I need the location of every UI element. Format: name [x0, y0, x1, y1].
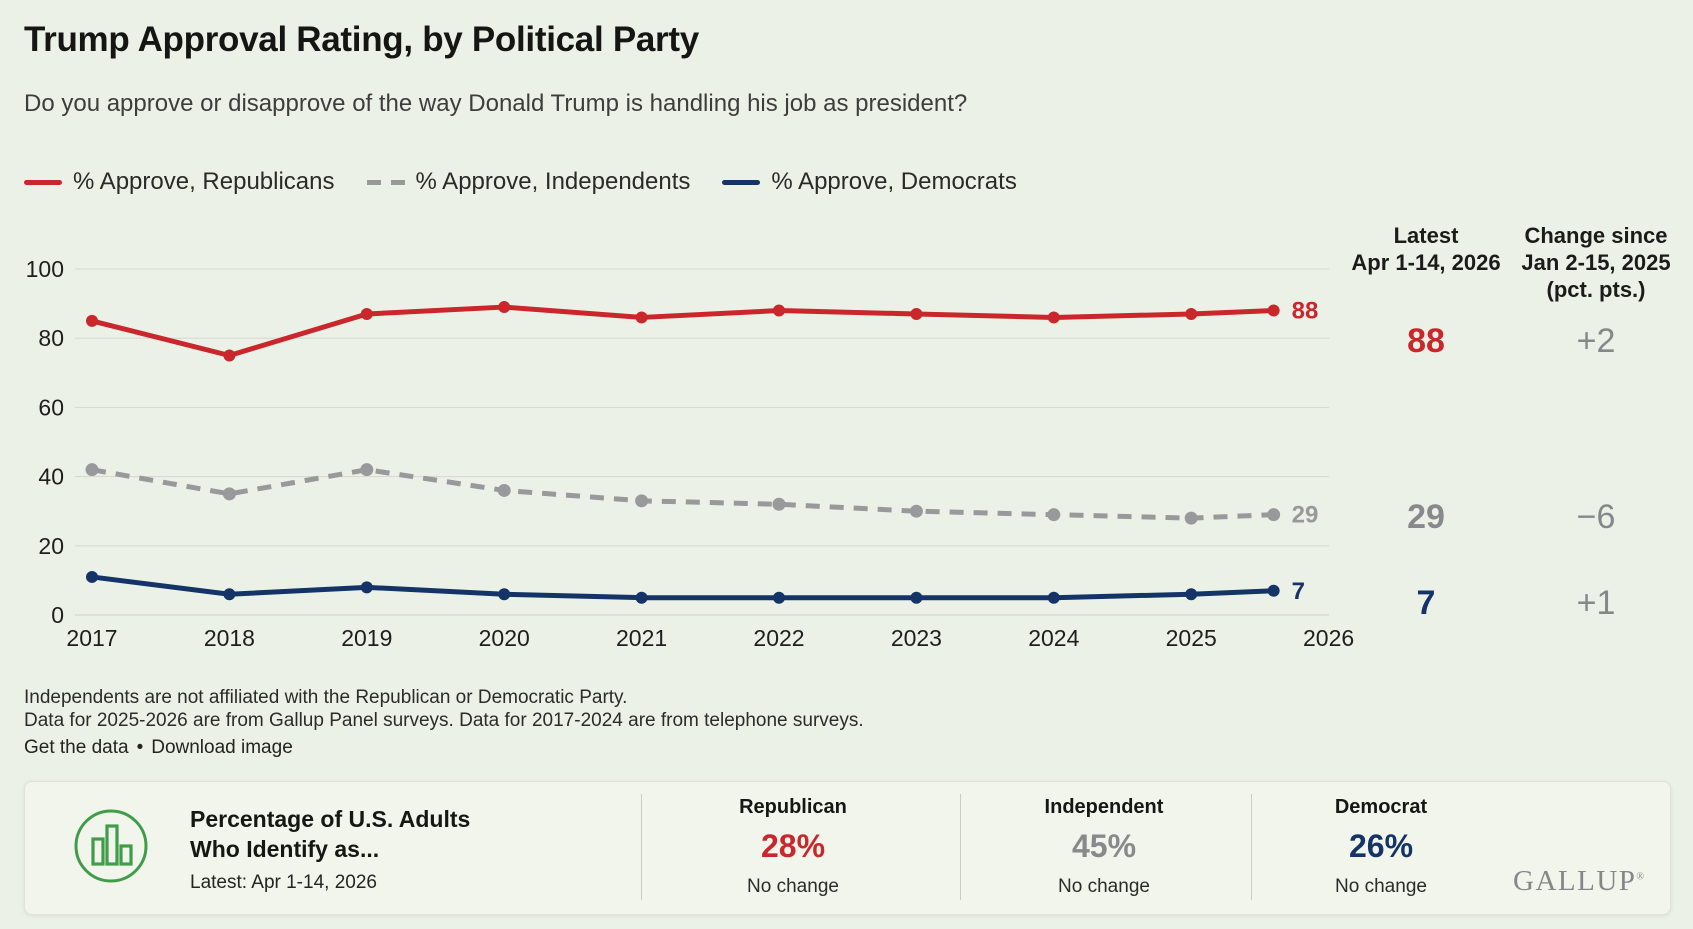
- party-name: Republican: [739, 796, 847, 818]
- svg-text:20: 20: [38, 533, 64, 559]
- download-image-link[interactable]: Download image: [151, 737, 293, 758]
- party-name: Democrat: [1334, 796, 1428, 818]
- card-latest-date: Latest: Apr 1-14, 2026: [190, 872, 377, 893]
- svg-text:2018: 2018: [204, 625, 255, 651]
- svg-text:2023: 2023: [891, 625, 942, 651]
- party-value: 28%: [760, 828, 826, 864]
- party-name: Independent: [1044, 796, 1164, 818]
- party-value: 26%: [1348, 828, 1414, 864]
- svg-text:2017: 2017: [66, 625, 117, 651]
- get-the-data-link[interactable]: Get the data: [24, 737, 129, 758]
- card-divider: [641, 794, 642, 900]
- latest-independent-value: 29: [1407, 498, 1445, 536]
- card-divider: [960, 794, 961, 900]
- change-republican-value: +2: [1576, 322, 1616, 360]
- svg-text:100: 100: [26, 256, 64, 282]
- democrat-line-swatch-icon: [722, 179, 761, 185]
- svg-text:60: 60: [38, 394, 64, 420]
- latest-column-header: Latest Apr 1-14, 2026: [1351, 223, 1501, 275]
- change-value-column: Change since Jan 2-15, 2025 (pct. pts.) …: [1496, 222, 1693, 622]
- svg-text:2021: 2021: [616, 625, 667, 651]
- party-change: No change: [1058, 876, 1150, 897]
- link-separator: •: [136, 737, 144, 758]
- svg-text:2022: 2022: [753, 625, 804, 651]
- party-value: 45%: [1071, 828, 1137, 864]
- approval-line-chart: 0 20 40 60 80 100 2017 2018 2019 2020 2021 2022 2023…: [26, 256, 1355, 651]
- svg-text:29: 29: [1292, 502, 1319, 529]
- svg-text:2020: 2020: [479, 625, 530, 651]
- svg-text:0: 0: [51, 602, 64, 628]
- svg-text:2026: 2026: [1303, 625, 1354, 651]
- legend-label: % Approve, Democrats: [771, 168, 1017, 195]
- svg-text:2019: 2019: [341, 625, 392, 651]
- change-democrat-value: +1: [1576, 584, 1616, 622]
- legend-label: % Approve, Republicans: [73, 168, 335, 195]
- latest-value-column: Latest Apr 1-14, 2026 88 29 7: [1336, 222, 1516, 622]
- latest-democrat-value: 7: [1416, 584, 1436, 622]
- footnote-independents: Independents are not affiliated with the…: [24, 687, 628, 708]
- chart-subtitle: Do you approve or disapprove of the way …: [24, 90, 968, 117]
- gallup-logo: GALLUP®: [1513, 865, 1644, 897]
- bar-chart-icon: [74, 809, 148, 883]
- party-identification-card: Percentage of U.S. Adults Who Identify a…: [24, 781, 1671, 915]
- svg-text:2024: 2024: [1028, 625, 1079, 651]
- svg-text:80: 80: [38, 325, 64, 351]
- chart-footnotes: Independents are not affiliated with the…: [24, 686, 864, 732]
- legend-label: % Approve, Independents: [415, 168, 691, 195]
- chart-links: Get the data • Download image: [24, 737, 293, 759]
- change-independent-value: −6: [1576, 498, 1616, 536]
- change-column-header: Change since Jan 2-15, 2025 (pct. pts.): [1521, 223, 1671, 302]
- svg-text:2025: 2025: [1166, 625, 1217, 651]
- svg-text:7: 7: [1292, 578, 1305, 605]
- chart-legend: % Approve, Republicans % Approve, Indepe…: [24, 168, 1017, 196]
- legend-item-independents: % Approve, Independents: [366, 168, 691, 196]
- party-change: No change: [747, 876, 839, 897]
- svg-text:40: 40: [38, 464, 64, 490]
- card-divider: [1251, 794, 1252, 900]
- page-title: Trump Approval Rating, by Political Part…: [24, 20, 699, 59]
- footnote-surveys: Data for 2025-2026 are from Gallup Panel…: [24, 710, 864, 731]
- party-change: No change: [1335, 876, 1427, 897]
- independent-line-swatch-icon: [366, 179, 405, 185]
- card-title: Percentage of U.S. Adults Who Identify a…: [190, 806, 471, 862]
- svg-text:88: 88: [1292, 298, 1319, 325]
- legend-item-republicans: % Approve, Republicans: [24, 168, 335, 196]
- latest-republican-value: 88: [1407, 322, 1445, 360]
- republican-line-swatch-icon: [24, 179, 62, 185]
- legend-item-democrats: % Approve, Democrats: [722, 168, 1017, 196]
